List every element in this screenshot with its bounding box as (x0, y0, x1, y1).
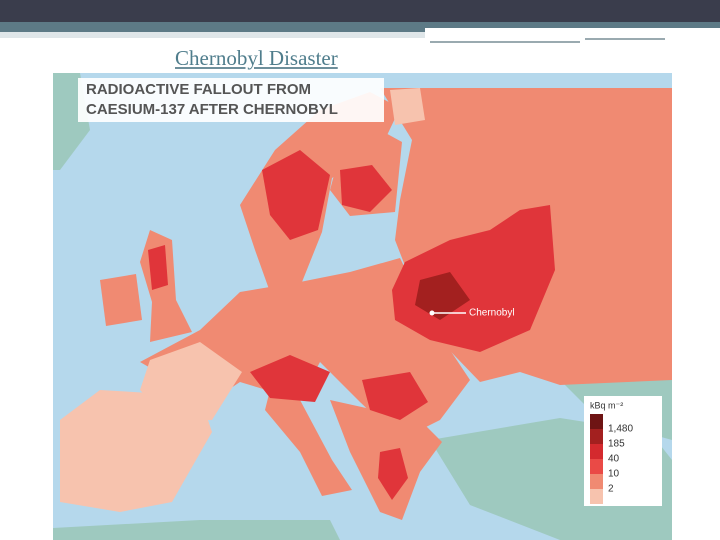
slide-title[interactable]: Chernobyl Disaster (175, 46, 338, 70)
fallout-zone (378, 448, 408, 500)
fallout-zone (148, 245, 168, 290)
map-title-line: CAESIUM-137 AFTER CHERNOBYL (86, 101, 338, 118)
legend-label: 185 (608, 439, 625, 450)
fallout-zone (390, 88, 425, 125)
map-title-line: RADIOACTIVE FALLOUT FROM (86, 81, 311, 98)
legend-label: 10 (608, 469, 620, 480)
legend-swatch (590, 444, 603, 459)
land-italy (265, 390, 352, 496)
legend: 1,480 185 40 10 2 (590, 414, 633, 504)
top-stripe (0, 22, 720, 32)
legend-swatch (590, 459, 603, 474)
fallout-zone (250, 355, 330, 402)
top-stripe-light (0, 32, 720, 38)
marker-label: Chernobyl (469, 308, 515, 319)
map-title: RADIOACTIVE FALLOUT FROM CAESIUM-137 AFTE… (86, 81, 338, 118)
fallout-zone (262, 150, 330, 240)
marker-dot (429, 310, 435, 316)
fallout-zone (362, 372, 428, 420)
land-ireland (100, 274, 142, 326)
legend-label: 1,480 (608, 424, 633, 435)
fallout-zone (340, 165, 392, 212)
rule (585, 38, 665, 40)
land-africa (53, 520, 340, 540)
land-iberia (60, 390, 212, 512)
map-title-box (78, 78, 384, 122)
legend-unit: kBq m⁻² (590, 400, 623, 410)
legend-swatch (590, 474, 603, 489)
legend-swatch (590, 429, 603, 444)
legend-swatch (590, 489, 603, 504)
rule (430, 41, 580, 43)
legend-swatch (590, 414, 603, 429)
legend-label: 40 (608, 454, 620, 465)
top-bar (0, 0, 720, 22)
top-notch (425, 28, 720, 50)
legend-label: 2 (608, 484, 614, 495)
fallout-zone (415, 272, 470, 320)
